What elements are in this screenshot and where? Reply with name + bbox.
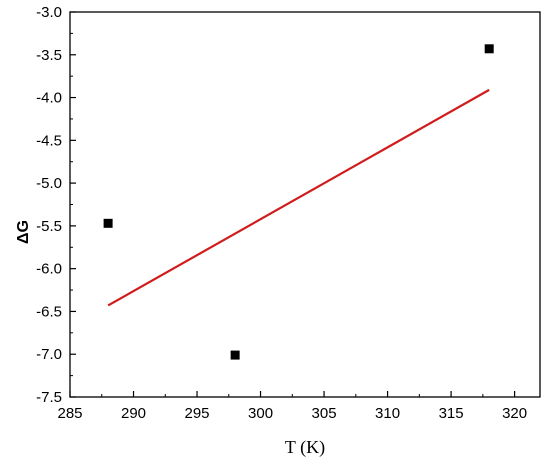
x-tick-label: 300 (248, 405, 273, 422)
y-tick-label: -3.5 (36, 47, 62, 64)
y-tick-label: -5.5 (36, 218, 62, 235)
x-tick-label: 305 (312, 405, 337, 422)
y-tick-label: -4.0 (36, 90, 62, 107)
x-tick-label: 315 (439, 405, 464, 422)
y-tick-label: -4.5 (36, 132, 62, 149)
data-series (103, 44, 494, 360)
y-axis-title: ΔG (15, 220, 32, 244)
x-tick-label: 320 (502, 405, 527, 422)
fit-line (107, 88, 490, 307)
y-axis: -3.0 -3.5 -4.0 -4.5 -5.0 -5.5 -6.0 -6.5 -7.0 -7.5 (36, 4, 76, 406)
y-tick-label: -6.5 (36, 303, 62, 320)
x-tick-label: 285 (57, 405, 82, 422)
y-tick-label: -6.0 (36, 261, 62, 278)
plot-frame (69, 11, 541, 398)
x-tick-label: 295 (185, 405, 210, 422)
data-point (230, 350, 240, 360)
y-tick-label: -3.0 (36, 4, 62, 21)
x-axis: 285 290 295 300 305 310 315 320 (57, 391, 527, 422)
data-point (484, 44, 494, 54)
x-axis-title: T (K) (285, 437, 325, 458)
data-point (103, 218, 113, 228)
y-tick-label: -5.0 (36, 175, 62, 192)
x-tick-label: 290 (121, 405, 146, 422)
y-tick-label: -7.0 (36, 346, 62, 363)
y-tick-label: -7.5 (36, 389, 62, 406)
x-tick-label: 310 (375, 405, 400, 422)
